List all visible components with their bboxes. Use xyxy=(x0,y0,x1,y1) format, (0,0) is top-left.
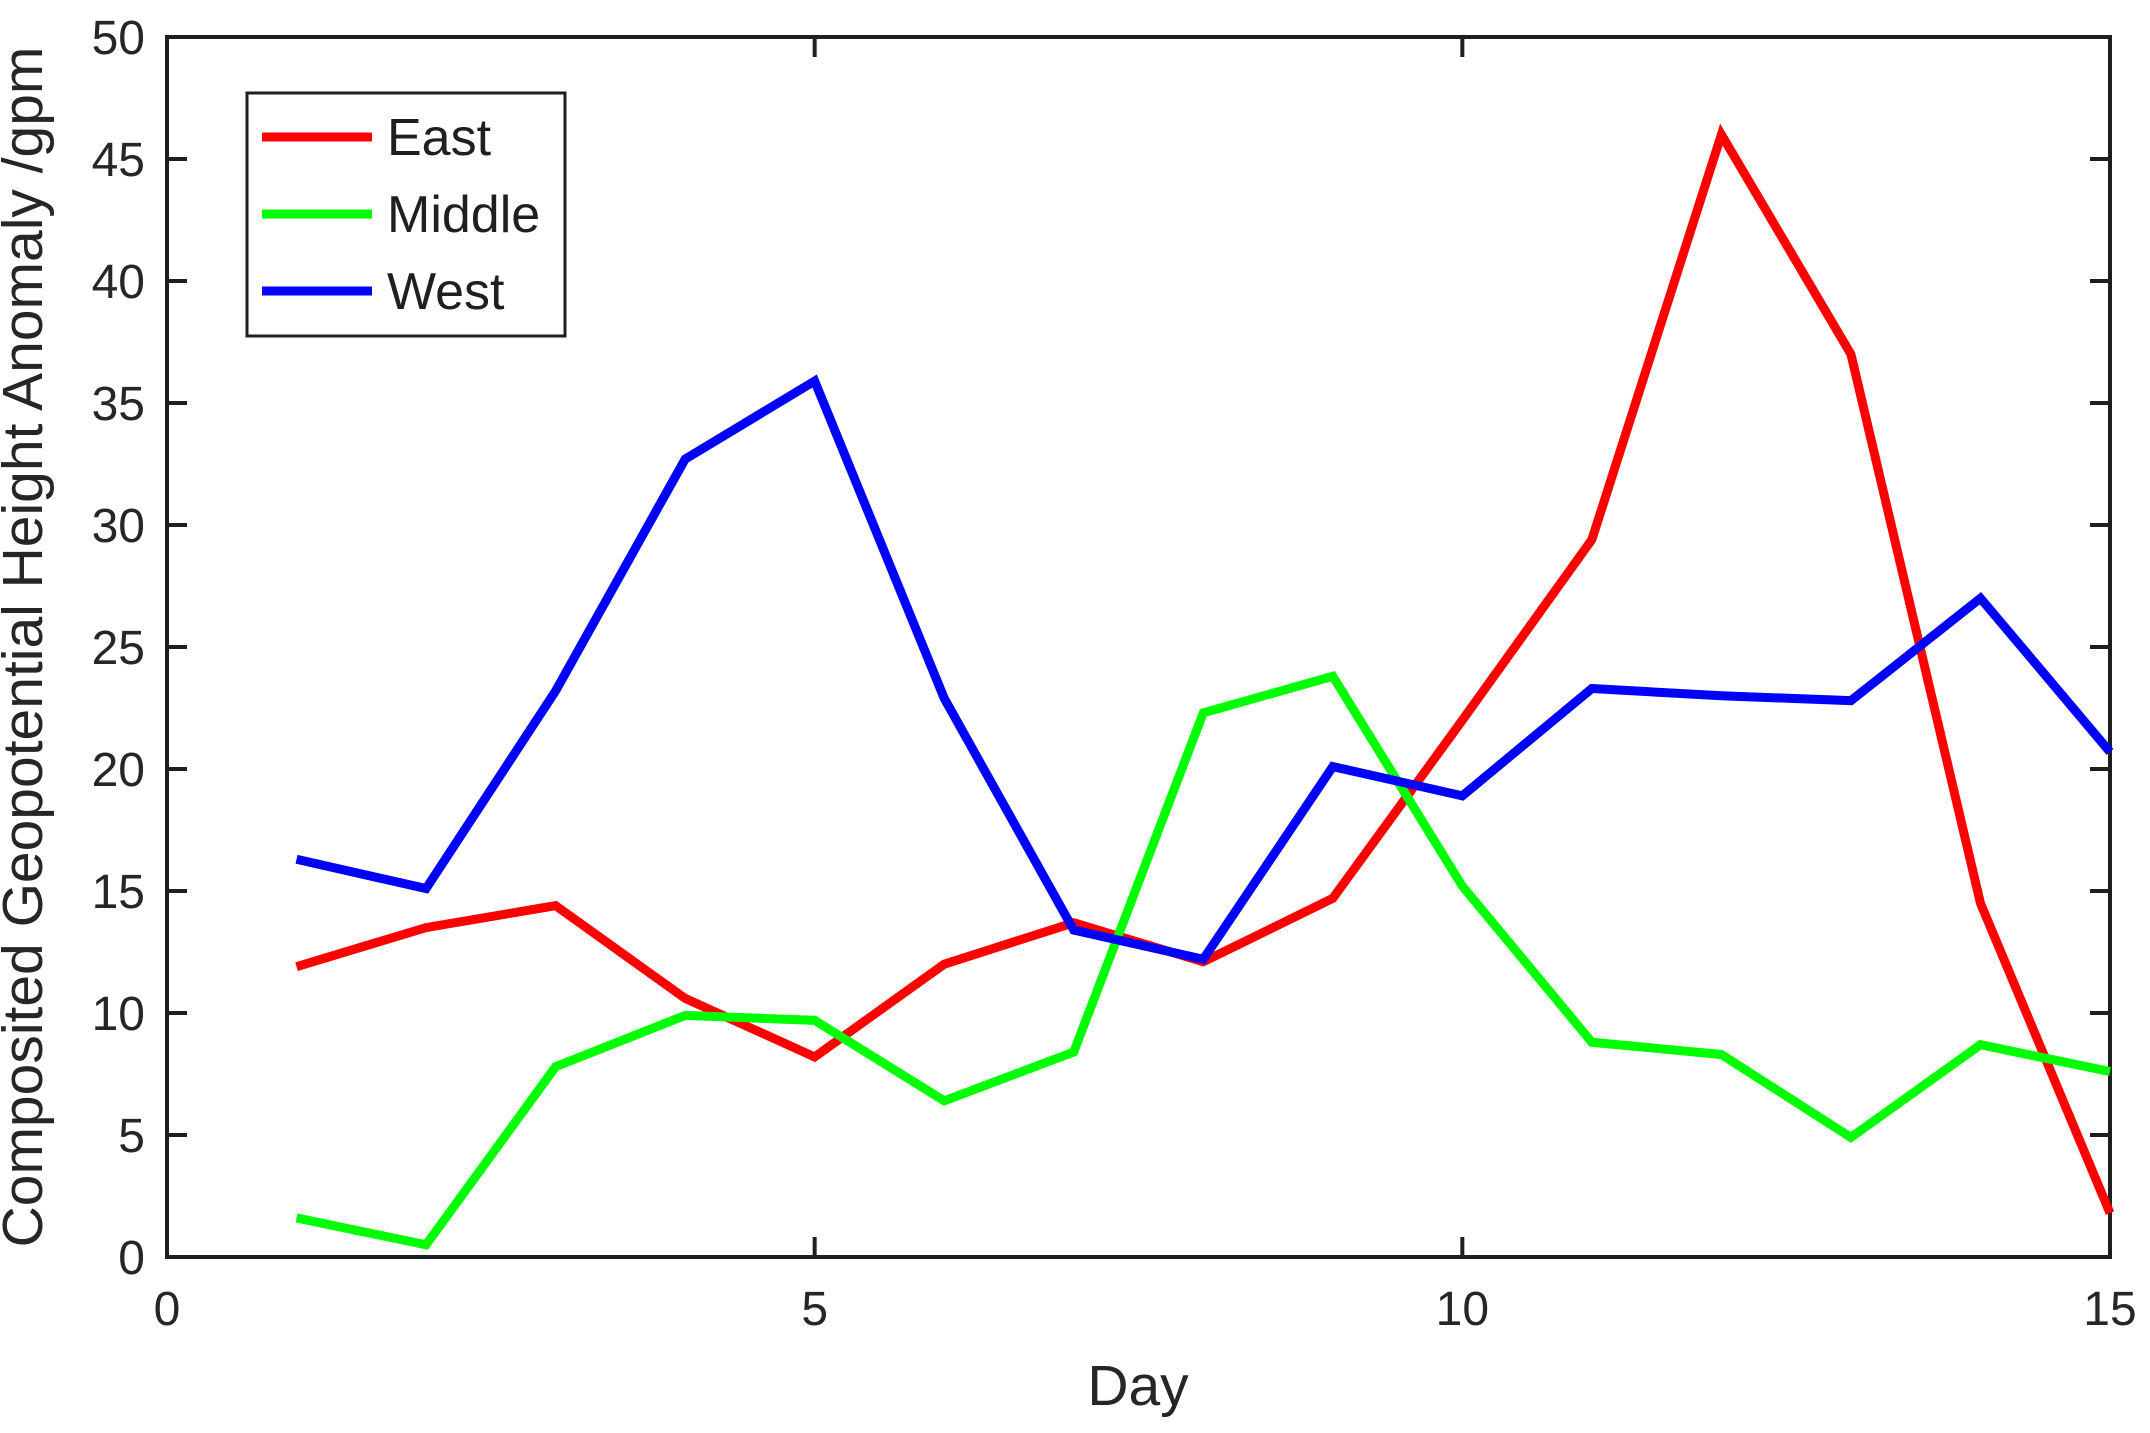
legend: East Middle West xyxy=(245,91,567,338)
y-tick-label: 30 xyxy=(92,500,145,553)
x-tick-label: 10 xyxy=(1436,1283,1489,1336)
series-lines xyxy=(295,123,2115,1250)
axes: 0 5 10 15 0 5 10 15 20 25 30 35 40 45 50 xyxy=(92,12,2137,1336)
y-tick-label: 50 xyxy=(92,12,145,65)
x-axis-title: Day xyxy=(1087,1354,1189,1418)
x-tick-label: 5 xyxy=(801,1283,828,1336)
y-tick-label: 25 xyxy=(92,622,145,675)
y-tick-label: 35 xyxy=(92,378,145,431)
y-tick-label: 10 xyxy=(92,988,145,1041)
legend-label-middle: Middle xyxy=(387,186,540,244)
y-tick-label: 15 xyxy=(92,866,145,919)
y-tick-label: 40 xyxy=(92,256,145,309)
y-axis-title: Composited Geopotential Height Anomaly /… xyxy=(0,47,55,1248)
x-tick-label: 0 xyxy=(154,1283,181,1336)
series-line-middle xyxy=(295,671,2111,1250)
x-tick-label: 15 xyxy=(2083,1283,2136,1336)
y-tick-label: 45 xyxy=(92,134,145,187)
legend-label-west: West xyxy=(387,263,505,321)
series-line-west xyxy=(295,374,2114,965)
legend-label-east: East xyxy=(387,109,492,167)
y-tick-label: 20 xyxy=(92,744,145,797)
y-tick-label: 0 xyxy=(118,1232,145,1285)
y-tick-label: 5 xyxy=(118,1110,145,1163)
